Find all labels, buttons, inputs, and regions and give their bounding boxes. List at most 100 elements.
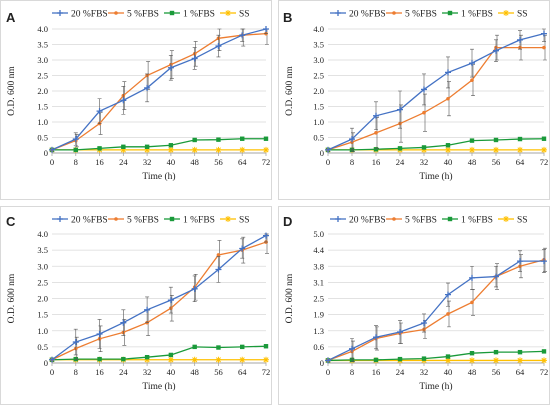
y-axis-title: O.D. 600 nm xyxy=(285,66,295,116)
series-line xyxy=(52,138,266,151)
panel-border xyxy=(0,206,272,405)
y-tick-label: 0.5 xyxy=(37,342,48,352)
panel-letter: A xyxy=(6,10,16,25)
data-point xyxy=(263,356,269,363)
legend-marker xyxy=(335,10,341,16)
data-point xyxy=(493,357,499,364)
legend-marker xyxy=(57,10,63,16)
legend-item: SS xyxy=(220,216,250,226)
legend-marker xyxy=(335,216,341,222)
legend-marker xyxy=(392,217,396,221)
y-tick-label: 3.1 xyxy=(313,277,324,287)
y-tick-label: 5.0 xyxy=(313,229,324,239)
y-tick-label: 0 xyxy=(44,358,48,368)
data-point xyxy=(240,344,245,350)
data-point xyxy=(96,108,103,115)
series-line xyxy=(327,46,544,151)
series-line xyxy=(327,33,545,151)
data-point xyxy=(216,137,221,142)
x-tick-label: 48 xyxy=(190,157,199,167)
data-point xyxy=(73,147,78,153)
data-point xyxy=(263,232,269,239)
data-point xyxy=(167,356,174,363)
data-point xyxy=(168,143,174,148)
x-tick-label: 64 xyxy=(238,367,247,377)
panel-border xyxy=(278,206,550,405)
data-point xyxy=(349,357,355,363)
y-tick-label: 1.9 xyxy=(313,310,324,320)
data-point xyxy=(422,110,426,115)
x-tick-label: 24 xyxy=(396,367,405,377)
x-tick-label: 8 xyxy=(74,157,78,167)
data-point xyxy=(191,285,198,292)
legend-marker xyxy=(225,10,231,16)
data-point xyxy=(191,356,198,363)
series-line xyxy=(51,345,267,361)
data-point xyxy=(144,146,151,153)
y-tick-label: 0 xyxy=(44,148,48,158)
data-point xyxy=(469,274,475,281)
legend-item: 1 %FBS xyxy=(164,10,215,20)
data-point xyxy=(215,356,222,363)
y-tick-label: 1.5 xyxy=(37,310,48,320)
y-axis-title: O.D. 600 nm xyxy=(7,66,17,116)
x-axis-title: Time (h) xyxy=(142,381,175,392)
legend-marker xyxy=(114,11,118,15)
legend-label: SS xyxy=(239,10,250,20)
error-bar xyxy=(217,28,222,51)
legend-marker xyxy=(392,11,396,15)
y-tick-label: 2.5 xyxy=(37,71,48,81)
data-point xyxy=(239,356,246,363)
data-point xyxy=(517,36,523,43)
legend-label: 1 %FBS xyxy=(183,10,215,20)
data-point xyxy=(517,136,523,142)
series-line xyxy=(51,33,267,151)
y-tick-label: 0 xyxy=(320,148,324,158)
series-line xyxy=(327,350,545,362)
data-point xyxy=(373,334,379,341)
data-point xyxy=(144,144,150,149)
x-axis-title: Time (h) xyxy=(142,171,175,182)
x-tick-label: 16 xyxy=(372,157,381,167)
data-point xyxy=(121,144,126,149)
data-point xyxy=(263,146,269,153)
x-tick-label: 72 xyxy=(540,367,549,377)
panel-border xyxy=(0,0,272,200)
data-point xyxy=(191,55,198,62)
panel-letter: D xyxy=(283,214,292,229)
y-tick-label: 4.0 xyxy=(37,229,48,239)
x-tick-label: 8 xyxy=(350,157,354,167)
y-axis-title: O.D. 600 nm xyxy=(7,273,17,323)
data-point xyxy=(239,146,246,153)
legend-label: 1 %FBS xyxy=(461,10,493,20)
legend: 20 %FBS 5 %FBS 1 %FBS SS xyxy=(330,10,528,20)
data-point xyxy=(144,356,151,363)
data-point xyxy=(541,146,547,153)
legend-item: SS xyxy=(498,10,528,20)
legend-item: 20 %FBS xyxy=(52,216,108,226)
y-tick-label: 3.5 xyxy=(37,40,48,50)
y-tick-label: 2.0 xyxy=(37,86,48,96)
x-tick-label: 40 xyxy=(444,367,453,377)
data-point xyxy=(541,349,547,354)
y-tick-label: 3.0 xyxy=(313,55,324,65)
legend-item: 5 %FBS xyxy=(108,216,159,226)
legend-label: 5 %FBS xyxy=(405,216,437,226)
y-tick-label: 1.0 xyxy=(37,326,48,336)
data-point xyxy=(120,319,127,326)
data-point xyxy=(191,146,198,153)
data-point xyxy=(216,253,221,257)
x-tick-label: 48 xyxy=(468,367,477,377)
y-tick-label: 3.5 xyxy=(37,245,48,255)
panel-letter: B xyxy=(283,10,292,25)
data-point xyxy=(215,146,222,153)
x-tick-label: 0 xyxy=(326,367,330,377)
data-point xyxy=(215,266,222,273)
series-line xyxy=(327,259,545,362)
legend-label: SS xyxy=(517,10,528,20)
data-point xyxy=(493,349,499,355)
legend-item: 5 %FBS xyxy=(108,10,159,20)
y-tick-label: 0.6 xyxy=(313,342,324,352)
data-point xyxy=(397,146,403,151)
x-tick-label: 56 xyxy=(492,367,501,377)
